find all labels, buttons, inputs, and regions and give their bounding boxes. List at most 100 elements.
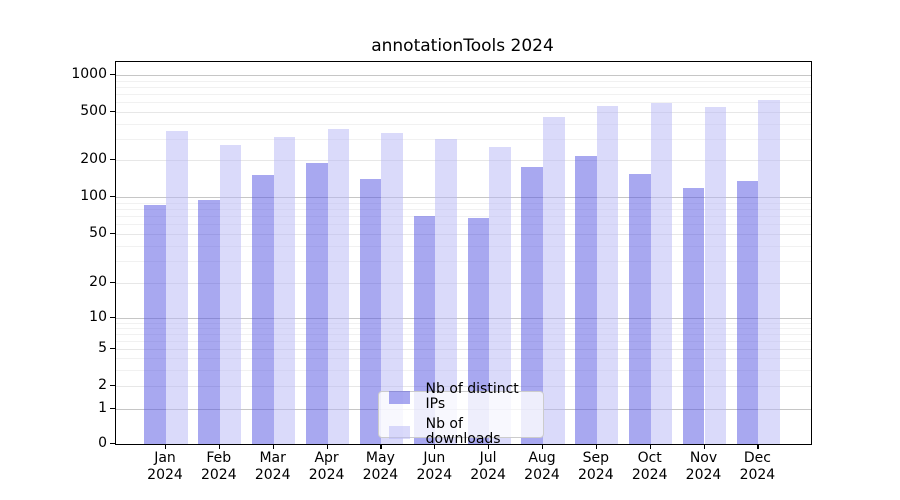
x-tick-label-aug: Aug 2024 — [524, 450, 560, 483]
legend: Nb of distinct IPs Nb of downloads — [378, 382, 544, 447]
bar-downloads-apr — [327, 129, 350, 444]
x-tick-mark — [326, 444, 328, 449]
bar-ips-oct — [629, 174, 651, 444]
gridline-60 — [116, 224, 811, 225]
legend-label: Nb of downloads — [425, 416, 501, 447]
y-tick-mark — [110, 232, 115, 234]
x-tick-mark — [703, 444, 705, 449]
gridline-900 — [116, 80, 811, 82]
gridline-8 — [116, 327, 811, 329]
x-tick-label-jul: Jul 2024 — [470, 450, 506, 483]
bar-ips-nov — [682, 188, 705, 444]
bar-downloads-mar — [273, 136, 296, 444]
plot-area — [115, 61, 812, 445]
x-tick-mark — [595, 444, 597, 449]
gridline-5 — [116, 349, 811, 351]
gridline-100 — [116, 197, 811, 198]
gridline-80 — [116, 208, 811, 210]
y-tick-label-500: 500 — [80, 102, 107, 119]
y-tick-mark — [110, 385, 115, 387]
gridline-9 — [116, 322, 811, 324]
y-tick-label-1000: 1000 — [71, 66, 107, 82]
gridline-700 — [116, 93, 811, 95]
gridline-600 — [116, 102, 811, 103]
gridline-40 — [116, 245, 811, 247]
y-tick-label-50: 50 — [89, 224, 107, 241]
legend-label: Nb of distinct IPs — [425, 381, 519, 412]
gridline-6 — [116, 341, 811, 342]
gridline-3 — [116, 369, 811, 371]
gridline-30 — [116, 261, 811, 262]
y-tick-label-2: 2 — [98, 377, 107, 393]
gridline-50 — [116, 233, 811, 235]
gridline-500 — [116, 111, 811, 113]
y-tick-mark — [110, 196, 115, 198]
y-tick-label-1: 1 — [98, 400, 107, 417]
x-tick-mark — [757, 444, 759, 449]
y-tick-mark — [110, 110, 115, 112]
legend-swatch — [389, 390, 410, 404]
x-tick-mark — [218, 444, 220, 449]
x-tick-label-oct: Oct 2024 — [631, 450, 668, 483]
y-tick-label-10: 10 — [89, 308, 107, 325]
bar-downloads-sep — [596, 105, 619, 444]
bar-downloads-dec — [758, 100, 780, 444]
y-tick-mark — [110, 316, 115, 318]
y-tick-label-20: 20 — [89, 273, 107, 290]
bar-ips-jul — [467, 218, 490, 444]
gridline-300 — [116, 138, 811, 140]
x-tick-label-dec: Dec 2024 — [739, 450, 776, 483]
x-tick-mark — [272, 444, 274, 449]
bar-ips-dec — [736, 181, 759, 444]
bar-ips-aug — [521, 166, 543, 444]
chart-title: annotationTools 2024 — [371, 36, 554, 56]
gridline-1000 — [116, 75, 811, 76]
bar-ips-sep — [575, 155, 597, 444]
bar-downloads-oct — [650, 102, 673, 444]
bar-downloads-jan — [166, 130, 188, 444]
bar-ips-mar — [252, 175, 274, 444]
gridline-20 — [116, 282, 811, 284]
legend-item-0: Nb of distinct IPs — [387, 382, 535, 412]
x-tick-mark — [434, 444, 436, 449]
y-tick-mark — [110, 159, 115, 161]
y-tick-label-0: 0 — [98, 435, 107, 452]
x-tick-mark — [380, 444, 382, 449]
gridline-400 — [116, 123, 811, 125]
bar-downloads-may — [381, 132, 403, 444]
y-tick-mark — [110, 74, 115, 76]
y-tick-mark — [110, 348, 115, 350]
gridline-7 — [116, 334, 811, 335]
gridline-200 — [116, 160, 811, 161]
gridline-90 — [116, 202, 811, 204]
y-tick-label-100: 100 — [80, 188, 107, 204]
y-tick-mark — [110, 408, 115, 410]
bar-ips-may — [359, 179, 382, 444]
bar-downloads-jul — [489, 147, 511, 444]
bar-ips-apr — [306, 162, 328, 444]
gridline-800 — [116, 86, 811, 88]
y-tick-label-5: 5 — [98, 340, 107, 357]
bar-ips-feb — [198, 199, 220, 444]
gridline-70 — [116, 215, 811, 217]
x-tick-label-mar: Mar 2024 — [254, 450, 291, 483]
x-tick-label-apr: Apr 2024 — [308, 450, 345, 483]
legend-swatch — [389, 425, 410, 439]
x-tick-mark — [649, 444, 651, 449]
y-tick-mark — [110, 443, 115, 445]
y-tick-mark — [110, 281, 115, 283]
gridline-2 — [116, 386, 811, 387]
bar-ips-jan — [144, 205, 166, 444]
x-tick-mark — [488, 444, 490, 449]
x-tick-label-sep: Sep 2024 — [577, 450, 614, 483]
gridline-4 — [116, 358, 811, 360]
y-tick-label-200: 200 — [80, 151, 107, 167]
x-tick-label-jun: Jun 2024 — [416, 450, 453, 483]
x-tick-mark — [542, 444, 544, 449]
bar-downloads-nov — [704, 106, 727, 444]
x-tick-label-feb: Feb 2024 — [200, 450, 237, 483]
bar-ips-jun — [413, 215, 436, 444]
gridline-10 — [116, 317, 811, 319]
x-tick-label-jan: Jan 2024 — [147, 450, 183, 483]
